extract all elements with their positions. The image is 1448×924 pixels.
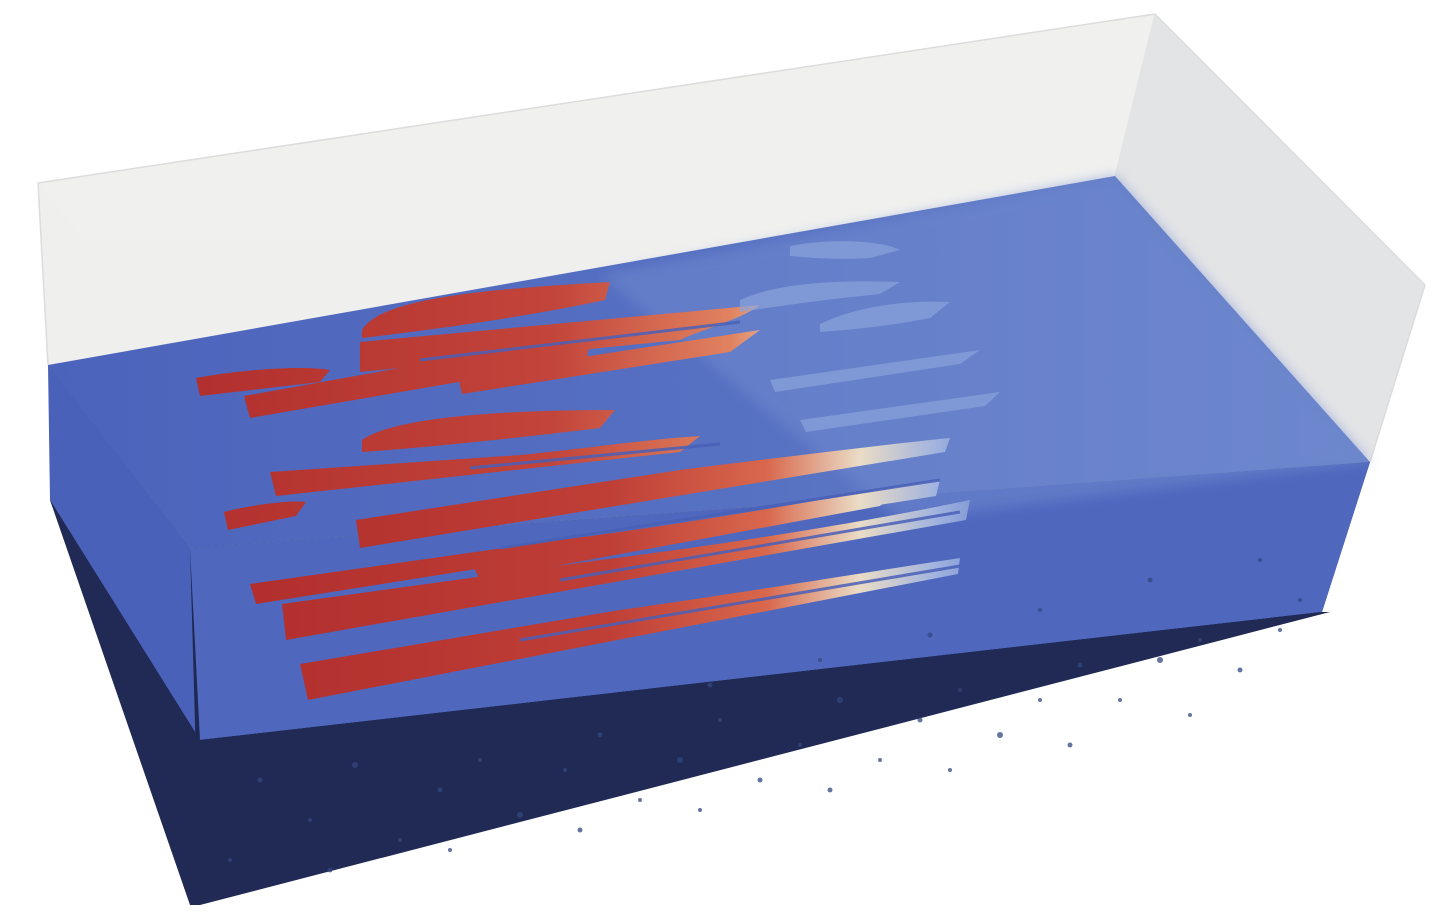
cool-streak (740, 281, 900, 312)
frame-right-face (1115, 14, 1425, 462)
streak (362, 410, 615, 452)
streak (196, 367, 330, 396)
cool-streaks (740, 241, 1000, 432)
cool-streak (820, 301, 950, 332)
streak (356, 438, 950, 548)
streak (224, 501, 306, 530)
frame-edge-right (1369, 284, 1426, 463)
frame-edge-inner (1114, 13, 1156, 177)
cool-streak (800, 392, 1000, 432)
frame-edge-left (37, 182, 49, 366)
cool-streak (770, 350, 980, 392)
streak-gaps (419, 320, 961, 642)
frame-front-face (38, 14, 1155, 365)
streak (470, 490, 900, 580)
bounding-box-frame (37, 13, 1426, 548)
cool-streak (790, 241, 900, 259)
slab-top-far (600, 176, 1370, 520)
streak (244, 345, 590, 418)
streak (362, 282, 610, 338)
streak (458, 330, 760, 394)
front-face-speckles (228, 558, 1302, 873)
slab-bottom-fill (50, 500, 1330, 905)
